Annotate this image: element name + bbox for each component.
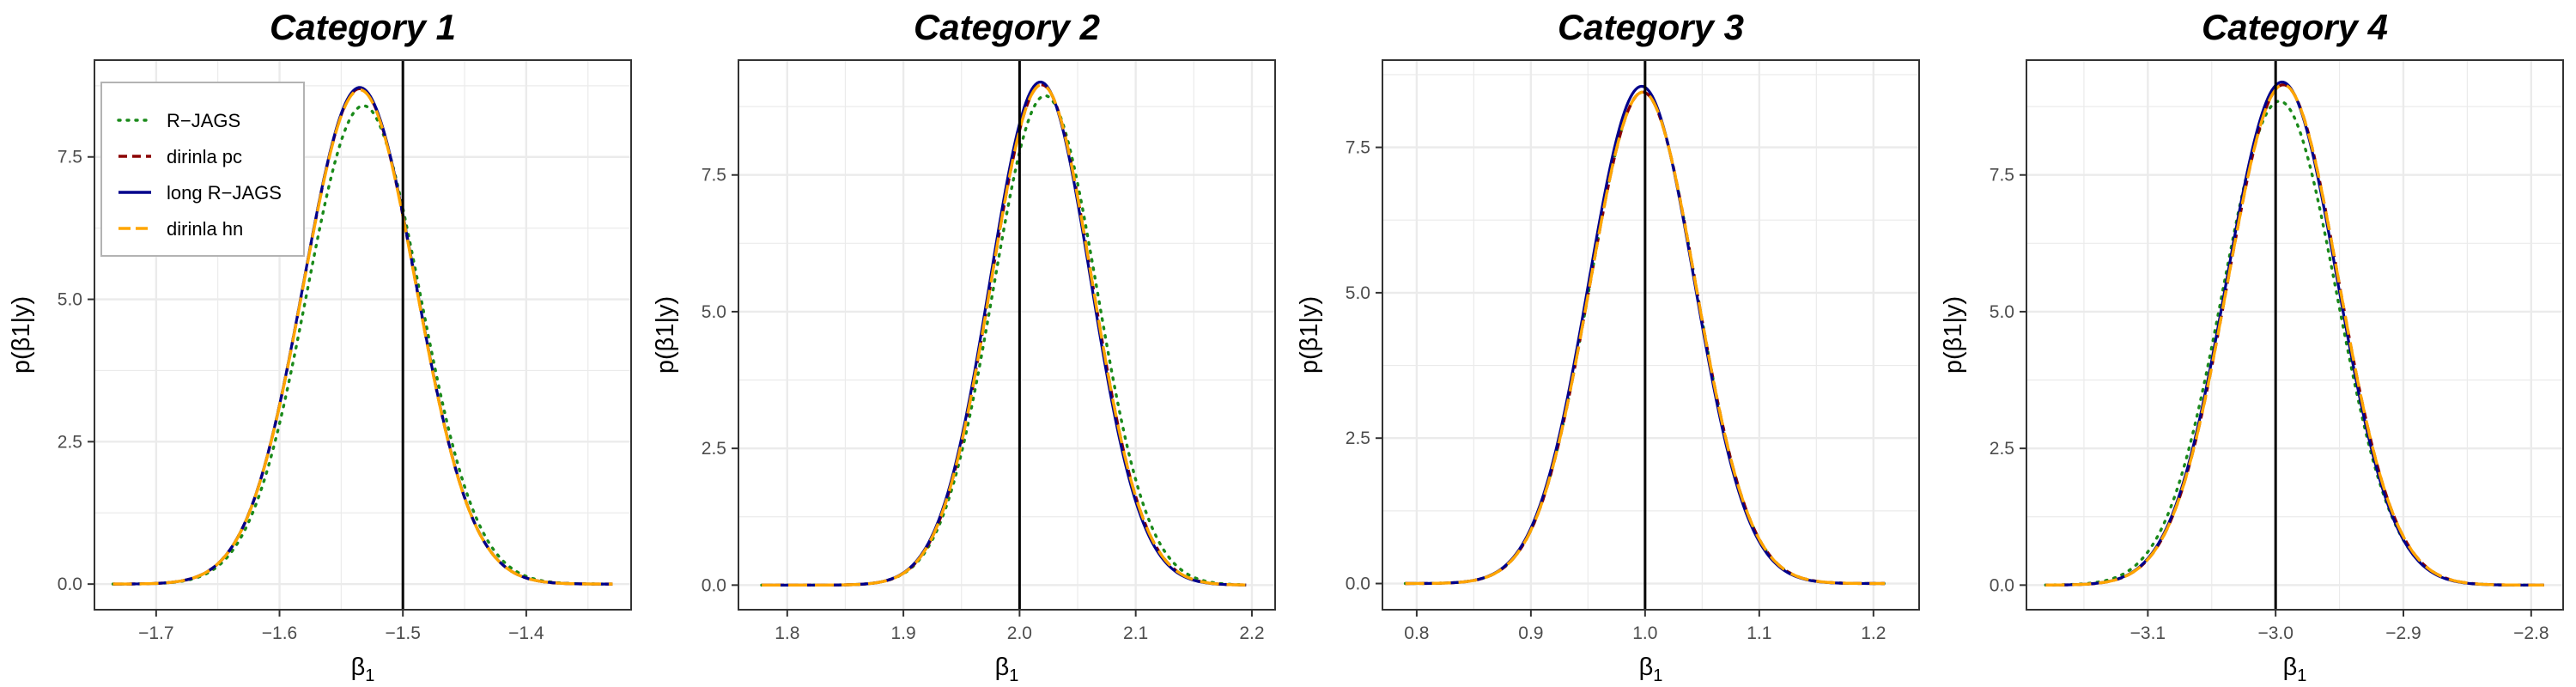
y-tick-label: 2.5 [58, 432, 82, 452]
y-tick-label: 7.5 [1346, 138, 1370, 158]
legend-label: long R−JAGS [167, 182, 282, 204]
y-tick-label: 0.0 [702, 575, 726, 595]
series-line-rjags [2044, 100, 2546, 587]
x-tick-label: 0.9 [1518, 623, 1543, 643]
y-axis-title: p(β1|y) [652, 296, 679, 374]
y-tick-label: 2.5 [702, 439, 726, 459]
panel-border [2026, 59, 2564, 611]
panel-title: Category 2 [914, 7, 1100, 47]
panel-border [94, 59, 632, 611]
x-tick-label: 0.8 [1404, 623, 1429, 643]
y-tick-label: 5.0 [1990, 302, 2014, 322]
x-tick-label: 1.2 [1861, 623, 1886, 643]
panel-border [738, 59, 1276, 611]
x-tick-label: 1.9 [890, 623, 915, 643]
y-tick-label: 5.0 [702, 302, 726, 322]
x-axis-title: β1 [351, 654, 375, 685]
x-tick-label: −2.8 [2513, 623, 2549, 643]
y-tick-label: 0.0 [1346, 575, 1370, 594]
x-tick-label: 2.0 [1007, 623, 1032, 643]
panel-title: Category 4 [2202, 7, 2388, 47]
series-line-dirinla-hn [762, 82, 1247, 587]
legend-label: dirinla pc [167, 146, 242, 167]
series-line-dirinla-hn [1405, 90, 1886, 586]
y-tick-label: 7.5 [702, 166, 726, 185]
y-axis-title: p(β1|y) [1940, 296, 1967, 374]
x-tick-label: 1.8 [775, 623, 799, 643]
x-tick-label: 2.2 [1239, 623, 1264, 643]
y-tick-label: 7.5 [58, 148, 82, 167]
panel-border [1382, 59, 1920, 611]
y-tick-label: 2.5 [1990, 439, 2014, 459]
panel-background [2026, 60, 2563, 610]
x-tick-label: 1.1 [1747, 623, 1771, 643]
series-line-rjags [760, 94, 1248, 587]
panel-category-1: −1.7 −1.6 −1.5 −1.4 0.0 2.5 5.0 7.5 Category 1 β1… [8, 7, 632, 685]
x-tick-label: −1.7 [138, 623, 173, 643]
x-tick-label: −3.1 [2130, 623, 2166, 643]
legend-label: dirinla hn [167, 218, 243, 240]
panel-category-2: 1.8 1.9 2.0 2.1 2.2 0.0 2.5 5.0 7.5 Category 2 β1 p… [652, 7, 1276, 685]
panel-title: Category 1 [270, 7, 456, 47]
x-tick-label: −1.5 [385, 623, 420, 643]
x-tick-label: −3.0 [2257, 623, 2293, 643]
panel-category-3: 0.8 0.9 1.0 1.1 1.2 0.0 2.5 5.0 7.5 Category 3 β1 p… [1296, 7, 1920, 685]
panel-title: Category 3 [1558, 7, 1744, 47]
panel-background [1382, 60, 1919, 610]
x-tick-label: −2.9 [2385, 623, 2421, 643]
y-tick-label: 0.0 [58, 575, 82, 594]
y-tick-label: 2.5 [1346, 429, 1370, 448]
panel-category-4: −3.1 −3.0 −2.9 −2.8 0.0 2.5 5.0 7.5 Category 4 β1… [1940, 7, 2564, 685]
y-tick-label: 0.0 [1990, 575, 2014, 595]
legend-box [100, 82, 305, 257]
x-axis-title: β1 [995, 654, 1019, 685]
legend-label: R−JAGS [167, 110, 240, 131]
x-axis-title: β1 [2283, 654, 2307, 685]
x-tick-label: 1.0 [1632, 623, 1657, 643]
y-axis-title: p(β1|y) [1296, 296, 1323, 374]
x-tick-label: −1.4 [508, 623, 544, 643]
y-tick-label: 5.0 [58, 290, 82, 310]
x-tick-label: 2.1 [1123, 623, 1148, 643]
legend: R−JAGS dirinla pc long R−JAGS dirinla hn [100, 82, 305, 257]
series-line-dirinla-hn [2045, 82, 2544, 587]
y-tick-label: 7.5 [1990, 166, 2014, 185]
panel-background [738, 60, 1275, 610]
y-tick-label: 5.0 [1346, 283, 1370, 303]
y-axis-title: p(β1|y) [8, 296, 35, 374]
x-axis-title: β1 [1639, 654, 1663, 685]
x-tick-label: −1.6 [262, 623, 297, 643]
series-line-dirinla-hn [112, 88, 613, 586]
